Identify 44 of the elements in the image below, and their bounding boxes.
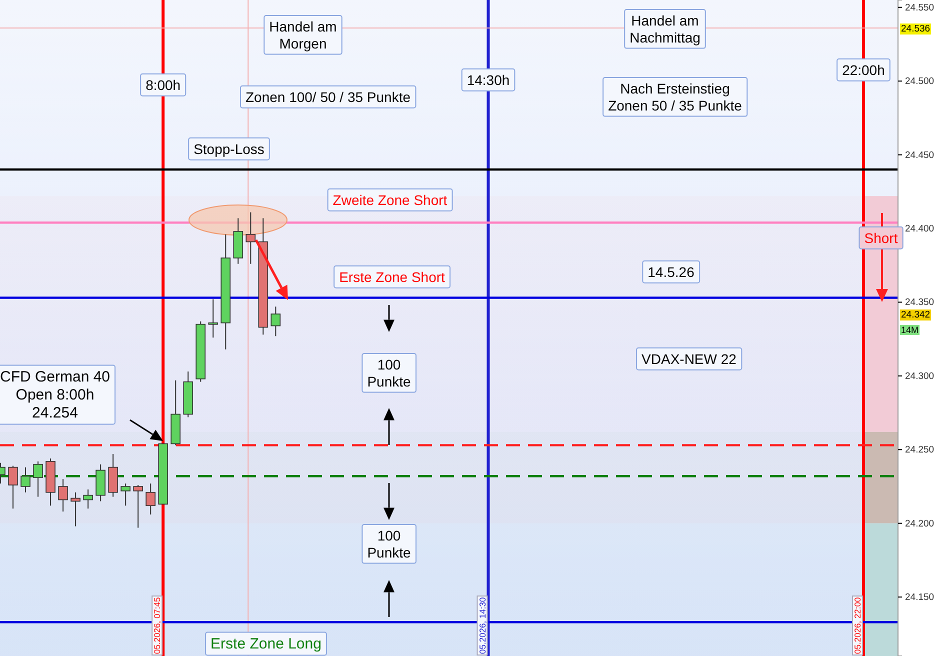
annotation: Zonen 100/ 50 / 35 Punkte: [245, 88, 411, 105]
annotation: Handel am Nachmittag: [630, 12, 700, 46]
candlestick: [8, 465, 18, 510]
candlestick: [246, 212, 256, 264]
y-tick-label: 24.350: [905, 297, 934, 308]
ref-line-label: 24.536: [901, 24, 930, 35]
candlestick: [146, 483, 156, 515]
candlestick: [20, 466, 30, 493]
annotation: Short: [864, 230, 898, 246]
annotation: VDAX-NEW 22: [642, 350, 737, 367]
ref-line-label: 14:30h: [466, 72, 510, 88]
annotation: Erste Zone Short: [339, 268, 446, 285]
text: 14M: [901, 325, 919, 335]
y-tick-label: 24.200: [905, 518, 934, 530]
annotation: 14.5.26: [648, 264, 695, 280]
candlestick: [270, 306, 281, 337]
y-tick-label: 24.300: [905, 370, 934, 382]
candlestick: [120, 483, 130, 506]
y-tick-label: 24.450: [905, 150, 934, 161]
annotation: 05.2026, 07:45: [152, 597, 162, 654]
y-tick-label: 24.500: [905, 76, 934, 88]
ref-line-label: 8:00h: [146, 76, 181, 93]
annotation: 100 Punkte: [367, 528, 412, 560]
annotation: Zweite Zone Short: [332, 192, 448, 208]
annotation: 05.2026, 22:00: [852, 597, 862, 654]
candlestick: [70, 492, 80, 527]
y-tick-label: 24.250: [905, 444, 934, 456]
y-tick-label: 24.150: [905, 592, 934, 604]
annotation: 100 Punkte: [367, 356, 412, 390]
annotation: Nach Ersteinstieg Zonen 50 / 35 Punkte: [608, 80, 742, 114]
candlestick: [208, 298, 218, 338]
annotation: Stopp-Loss: [194, 140, 264, 157]
candlestick: [33, 460, 43, 498]
candlestick: [58, 478, 68, 512]
candlestick: [133, 484, 143, 528]
annotation: 05.2026, 14:30: [477, 597, 488, 654]
text: 24.342: [901, 309, 930, 320]
ref-line-label: 22:00h: [842, 62, 885, 78]
y-tick-label: 24.550: [905, 2, 934, 14]
annotation: Handel am Morgen: [269, 18, 337, 52]
annotation: Erste Zone Long: [210, 635, 322, 652]
y-tick-label: 24.400: [905, 224, 934, 235]
annotation: CFD German 40 Open 8:00h 24.254: [0, 368, 110, 422]
candlestick: [83, 488, 93, 510]
